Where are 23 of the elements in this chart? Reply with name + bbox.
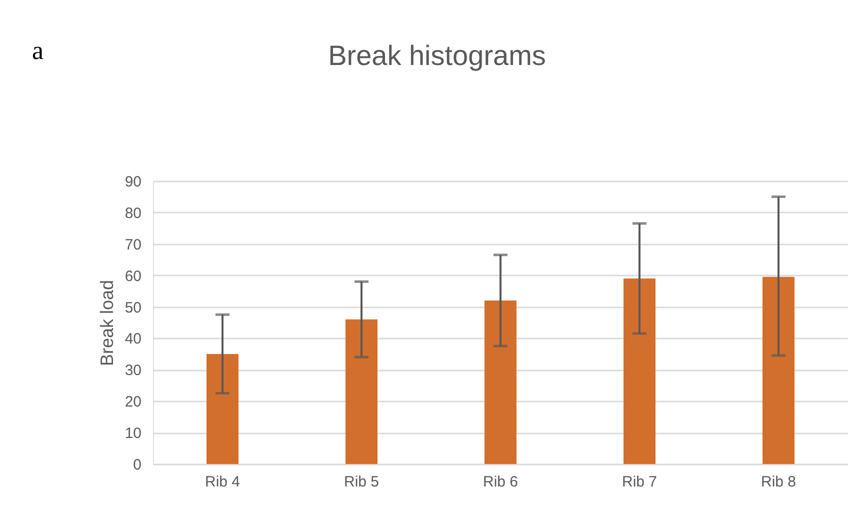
y-tick-label: 40 (124, 330, 142, 348)
bar (484, 300, 516, 464)
x-tick-label: Rib 5 (344, 474, 380, 490)
y-tick-label: 30 (124, 362, 142, 380)
chart-title: Break histograms (328, 40, 546, 71)
bar (346, 319, 378, 464)
y-tick-label: 10 (124, 425, 142, 442)
y-tick-label: 90 (124, 174, 142, 190)
bar (206, 354, 238, 464)
x-tick-label: Rib 6 (482, 474, 518, 490)
y-tick-label: 80 (124, 204, 142, 222)
bar (624, 278, 656, 464)
bar (762, 276, 794, 464)
y-tick-label: 60 (124, 268, 142, 285)
x-tick-label: Rib 7 (622, 474, 658, 490)
y-tick-label: 0 (133, 456, 142, 474)
y-tick-label: 70 (124, 236, 142, 254)
x-tick-label: Rib 4 (204, 474, 240, 490)
y-tick-label: 20 (124, 394, 142, 411)
y-tick-label: 50 (124, 299, 142, 316)
x-tick-label: Rib 8 (760, 474, 796, 490)
text: a (32, 36, 44, 65)
y-axis-title: Break load (96, 280, 117, 366)
